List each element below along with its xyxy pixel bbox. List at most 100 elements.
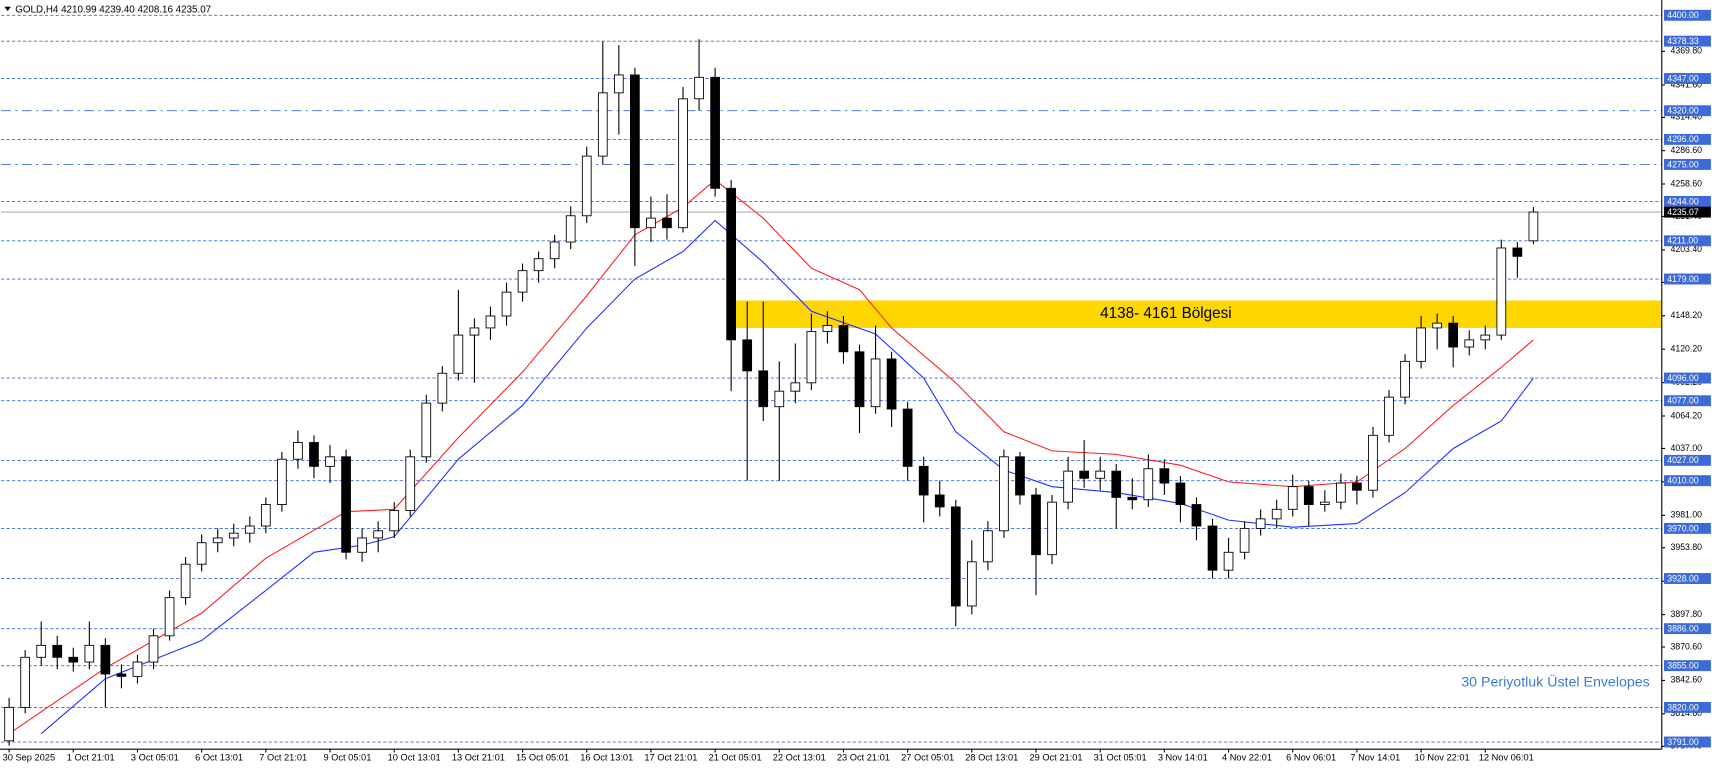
x-tick-label: 13 Oct 21:01	[452, 752, 505, 762]
candle-body	[325, 456, 335, 467]
candle-body	[758, 370, 769, 408]
y-tick-label: 3953.80	[1671, 542, 1703, 552]
x-tick-label: 6 Nov 06:01	[1286, 752, 1336, 762]
candle-body	[20, 656, 31, 708]
level-label-box	[1663, 372, 1711, 384]
level-label-box	[1663, 701, 1711, 713]
y-tick-label: 4341.60	[1671, 79, 1703, 89]
candle-body	[999, 456, 1009, 532]
candle-body	[790, 382, 801, 392]
candle-body	[1528, 211, 1539, 242]
candle-body	[453, 334, 464, 374]
candle-body	[1175, 482, 1186, 505]
candle-body	[1223, 551, 1234, 571]
candle-body	[742, 339, 753, 372]
candle-body	[196, 542, 207, 565]
level-label: 3928.00	[1667, 573, 1699, 583]
x-tick-label: 16 Oct 13:01	[580, 752, 633, 762]
x-tick-label: 30 Sep 2025	[3, 752, 56, 762]
candle-body	[1271, 508, 1282, 520]
candle-body	[1400, 360, 1410, 398]
level-label: 4027.00	[1667, 455, 1699, 465]
candle-body	[1047, 501, 1057, 556]
candle-body	[1111, 470, 1122, 498]
candle-body	[517, 270, 528, 293]
x-tick-label: 3 Nov 14:01	[1158, 752, 1208, 762]
candle-body	[1464, 339, 1475, 348]
candle-body	[1319, 501, 1330, 505]
candle-body	[1191, 504, 1202, 527]
y-tick-label: 3842.60	[1671, 675, 1703, 685]
candle-body	[806, 331, 817, 384]
candle-body	[1352, 482, 1362, 491]
candle-body	[341, 456, 351, 553]
candle-body	[52, 644, 63, 658]
zone-rect	[731, 300, 1662, 328]
x-tick-label: 3 Oct 05:01	[131, 752, 179, 762]
x-tick-label: 6 Oct 13:01	[195, 752, 243, 762]
candle-body	[983, 530, 993, 563]
candle-body	[116, 673, 127, 677]
header: GOLD,H4 4210.99 4239.40 4208.16 4235.07	[15, 5, 211, 16]
candle-body	[630, 74, 640, 229]
candle-body	[1207, 525, 1218, 571]
level-label-box	[1663, 660, 1711, 672]
candle-body	[1384, 396, 1394, 436]
candle-body	[902, 408, 913, 467]
x-tick-label: 17 Oct 21:01	[644, 752, 697, 762]
candle-body	[1368, 434, 1378, 491]
level-label-box	[1663, 623, 1711, 635]
last-price-label: 4235.07	[1667, 207, 1699, 217]
candle-body	[4, 706, 14, 742]
y-tick-label: 4037.00	[1671, 443, 1703, 453]
x-tick-label: 29 Oct 21:01	[1029, 752, 1082, 762]
x-tick-label: 23 Oct 21:01	[837, 752, 890, 762]
x-tick-label: 10 Oct 13:01	[388, 752, 441, 762]
candle-body	[726, 187, 736, 341]
level-label: 3970.00	[1667, 523, 1699, 533]
candle-body	[710, 76, 720, 189]
candle-body	[405, 456, 416, 511]
candle-body	[533, 258, 544, 272]
level-label: 4296.00	[1667, 134, 1699, 144]
y-tick-label: 4203.40	[1671, 244, 1703, 254]
candle-body	[581, 155, 592, 217]
candle-body	[1063, 470, 1073, 503]
candles	[4, 39, 1539, 746]
level-label: 4077.00	[1667, 396, 1699, 406]
x-tick-label: 21 Oct 05:01	[709, 752, 762, 762]
level-label-box	[1663, 736, 1711, 748]
candle-body	[309, 442, 319, 467]
level-label: 4179.00	[1667, 274, 1699, 284]
header-icon	[4, 6, 11, 12]
candle-body	[469, 327, 480, 336]
candle-body	[357, 537, 367, 553]
level-label-box	[1663, 158, 1711, 170]
x-tick-label: 15 Oct 05:01	[516, 752, 569, 762]
level-label-box	[1663, 9, 1711, 21]
candle-body	[244, 525, 255, 534]
x-tick-label: 7 Nov 14:01	[1350, 752, 1400, 762]
candle-body	[389, 510, 400, 532]
candle-body	[934, 494, 945, 508]
candle-body	[838, 325, 849, 353]
candle-body	[1448, 322, 1459, 348]
annotation: 30 Periyotluk Üstel Envelopes	[1461, 672, 1649, 690]
candle-body	[1336, 482, 1346, 503]
level-label-box	[1663, 235, 1711, 247]
candle-body	[1239, 527, 1250, 553]
candle-body	[501, 291, 512, 317]
level-label-box	[1663, 395, 1711, 407]
candle-body	[1432, 322, 1442, 329]
level-label-box	[1663, 195, 1711, 207]
candle-body	[1079, 470, 1089, 479]
candle-body	[212, 537, 223, 544]
candle-body	[565, 215, 576, 243]
candle-body	[260, 504, 271, 527]
level-label: 3855.00	[1667, 660, 1699, 670]
x-tick-label: 22 Oct 13:01	[773, 752, 826, 762]
level-label: 3820.00	[1667, 702, 1699, 712]
candle-body	[854, 351, 865, 408]
